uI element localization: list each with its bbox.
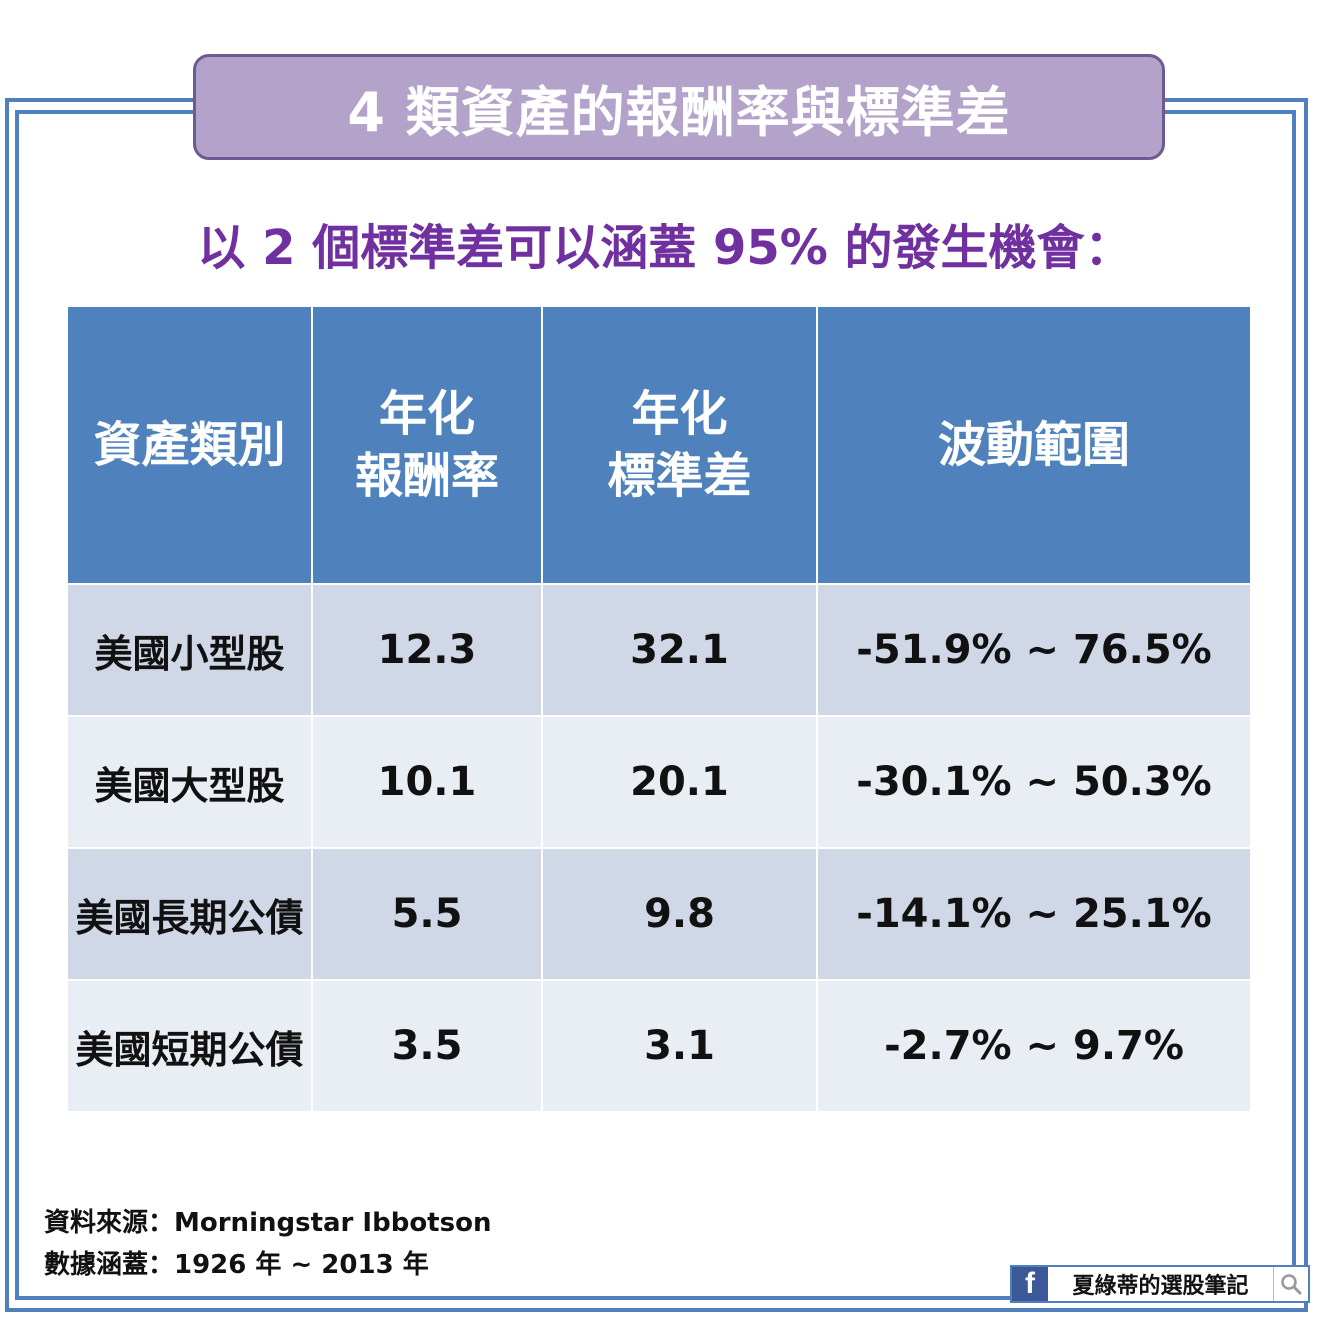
cell-stdev: 9.8 [543,849,818,981]
cell-asset: 美國小型股 [68,585,313,717]
table-row: 美國長期公債 5.5 9.8 -14.1% ~ 25.1% [68,849,1250,981]
search-icon-glyph [1281,1274,1302,1295]
cell-return: 3.5 [313,981,543,1113]
facebook-page-name: 夏綠蒂的選股筆記 [1072,1274,1249,1299]
cell-stdev: 20.1 [543,717,818,849]
cell-asset: 美國大型股 [68,717,313,849]
page-title: 4 類資產的報酬率與標準差 [193,54,1165,160]
header-asset-class: 資產類別 [68,307,313,585]
cell-stdev: 32.1 [543,585,818,717]
header-annual-return-line2: 報酬率 [354,448,499,504]
asset-table: 資產類別 年化 報酬率 年化 標準差 波動範圍 美國小型股 12.3 32.1 … [68,307,1250,1113]
cell-range: -30.1% ~ 50.3% [818,717,1250,849]
cell-return: 12.3 [313,585,543,717]
header-volatility-range: 波動範圍 [818,307,1250,585]
header-annual-stdev: 年化 標準差 [543,307,818,585]
cell-asset: 美國短期公債 [68,981,313,1113]
cell-asset: 美國長期公債 [68,849,313,981]
search-icon[interactable] [1273,1267,1308,1301]
cell-stdev: 3.1 [543,981,818,1113]
header-annual-return-line1: 年化 [378,386,475,442]
cell-range: -2.7% ~ 9.7% [818,981,1250,1113]
source-note: 資料來源：Morningstar Ibbotson [44,1208,492,1238]
cell-return: 5.5 [313,849,543,981]
header-annual-return: 年化 報酬率 [313,307,543,585]
table-header-row: 資產類別 年化 報酬率 年化 標準差 波動範圍 [68,307,1250,585]
header-asset-class-label: 資產類別 [93,417,286,473]
subtitle: 以 2 個標準差可以涵蓋 95% 的發生機會： [197,220,1133,276]
cell-range: -14.1% ~ 25.1% [818,849,1250,981]
header-annual-stdev-line1: 年化 [631,386,728,442]
header-annual-stdev-line2: 標準差 [607,448,752,504]
page-title-text: 4 類資產的報酬率與標準差 [347,80,1011,144]
cell-return: 10.1 [313,717,543,849]
cell-range: -51.9% ~ 76.5% [818,585,1250,717]
facebook-icon: f [1012,1267,1048,1301]
table-row: 美國小型股 12.3 32.1 -51.9% ~ 76.5% [68,585,1250,717]
coverage-note: 數據涵蓋：1926 年 ~ 2013 年 [44,1250,429,1280]
facebook-page-badge[interactable]: f 夏綠蒂的選股筆記 [1010,1265,1310,1303]
table-row: 美國短期公債 3.5 3.1 -2.7% ~ 9.7% [68,981,1250,1113]
table-row: 美國大型股 10.1 20.1 -30.1% ~ 50.3% [68,717,1250,849]
header-volatility-range-label: 波動範圍 [937,417,1130,473]
